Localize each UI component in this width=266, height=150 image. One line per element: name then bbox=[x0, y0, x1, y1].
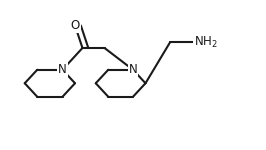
Text: N: N bbox=[129, 63, 137, 76]
Text: N: N bbox=[58, 63, 67, 76]
Text: NH$_2$: NH$_2$ bbox=[194, 34, 218, 50]
Text: O: O bbox=[70, 19, 80, 32]
